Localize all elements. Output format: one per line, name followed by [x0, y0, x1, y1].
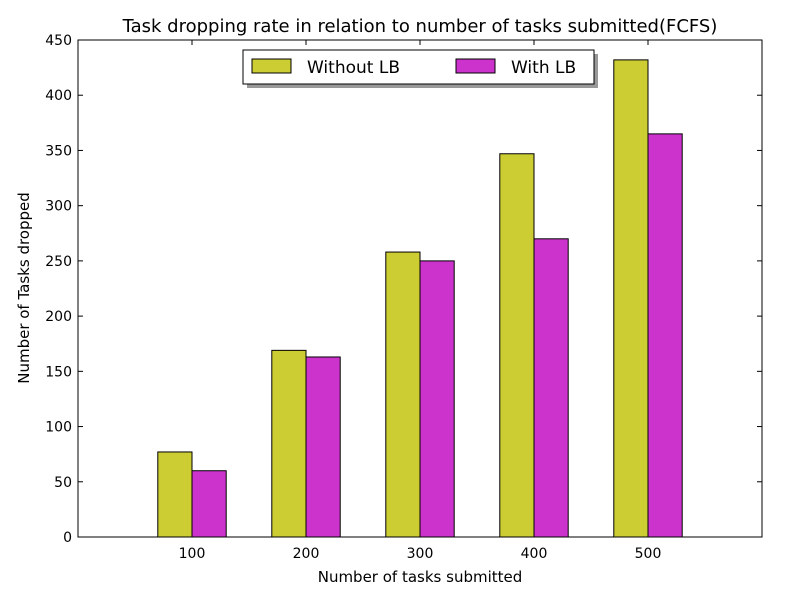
- legend-label: With LB: [511, 58, 576, 78]
- x-tick-label: 300: [407, 546, 434, 562]
- bar-without-lb-400: [499, 153, 535, 538]
- y-tick-label: 300: [45, 199, 72, 215]
- bar-without-lb-100: [157, 451, 193, 538]
- bar-with-lb-500: [647, 133, 683, 538]
- y-axis-title: Number of Tasks dropped: [15, 192, 33, 384]
- bar-with-lb-400: [533, 238, 569, 538]
- y-tick-label: 350: [45, 143, 72, 159]
- x-axis-title: Number of tasks submitted: [318, 568, 523, 586]
- bar-with-lb-100: [191, 470, 227, 538]
- legend-box: [242, 49, 595, 85]
- axes-group: 0 50 100 150 200 250 300 350 400 450 100 200 300 400 5…: [45, 33, 763, 562]
- y-tick-label: 0: [63, 530, 72, 546]
- legend-swatch: [251, 58, 292, 74]
- y-tick-label: 250: [45, 254, 72, 270]
- y-tick-label: 450: [45, 33, 72, 49]
- bar-without-lb-200: [271, 349, 307, 538]
- chart-title: Task dropping rate in relation to number…: [122, 16, 718, 37]
- y-tick-label: 100: [45, 420, 72, 436]
- y-tick-label: 50: [54, 475, 72, 491]
- legend: Without LB With LB: [242, 49, 598, 88]
- bar-with-lb-300: [419, 260, 455, 538]
- legend-swatch: [455, 58, 496, 74]
- bar-without-lb-500: [613, 59, 649, 538]
- y-tick-label: 400: [45, 88, 72, 104]
- bar-without-lb-300: [385, 251, 421, 538]
- y-tick-label: 200: [45, 309, 72, 325]
- bars-group: [157, 59, 683, 538]
- x-tick-label: 100: [179, 546, 206, 562]
- x-tick-label: 200: [293, 546, 320, 562]
- x-tick-label: 400: [521, 546, 548, 562]
- legend-label: Without LB: [307, 58, 400, 78]
- y-tick-label: 150: [45, 364, 72, 380]
- x-tick-label: 500: [635, 546, 662, 562]
- bar-with-lb-200: [305, 356, 341, 538]
